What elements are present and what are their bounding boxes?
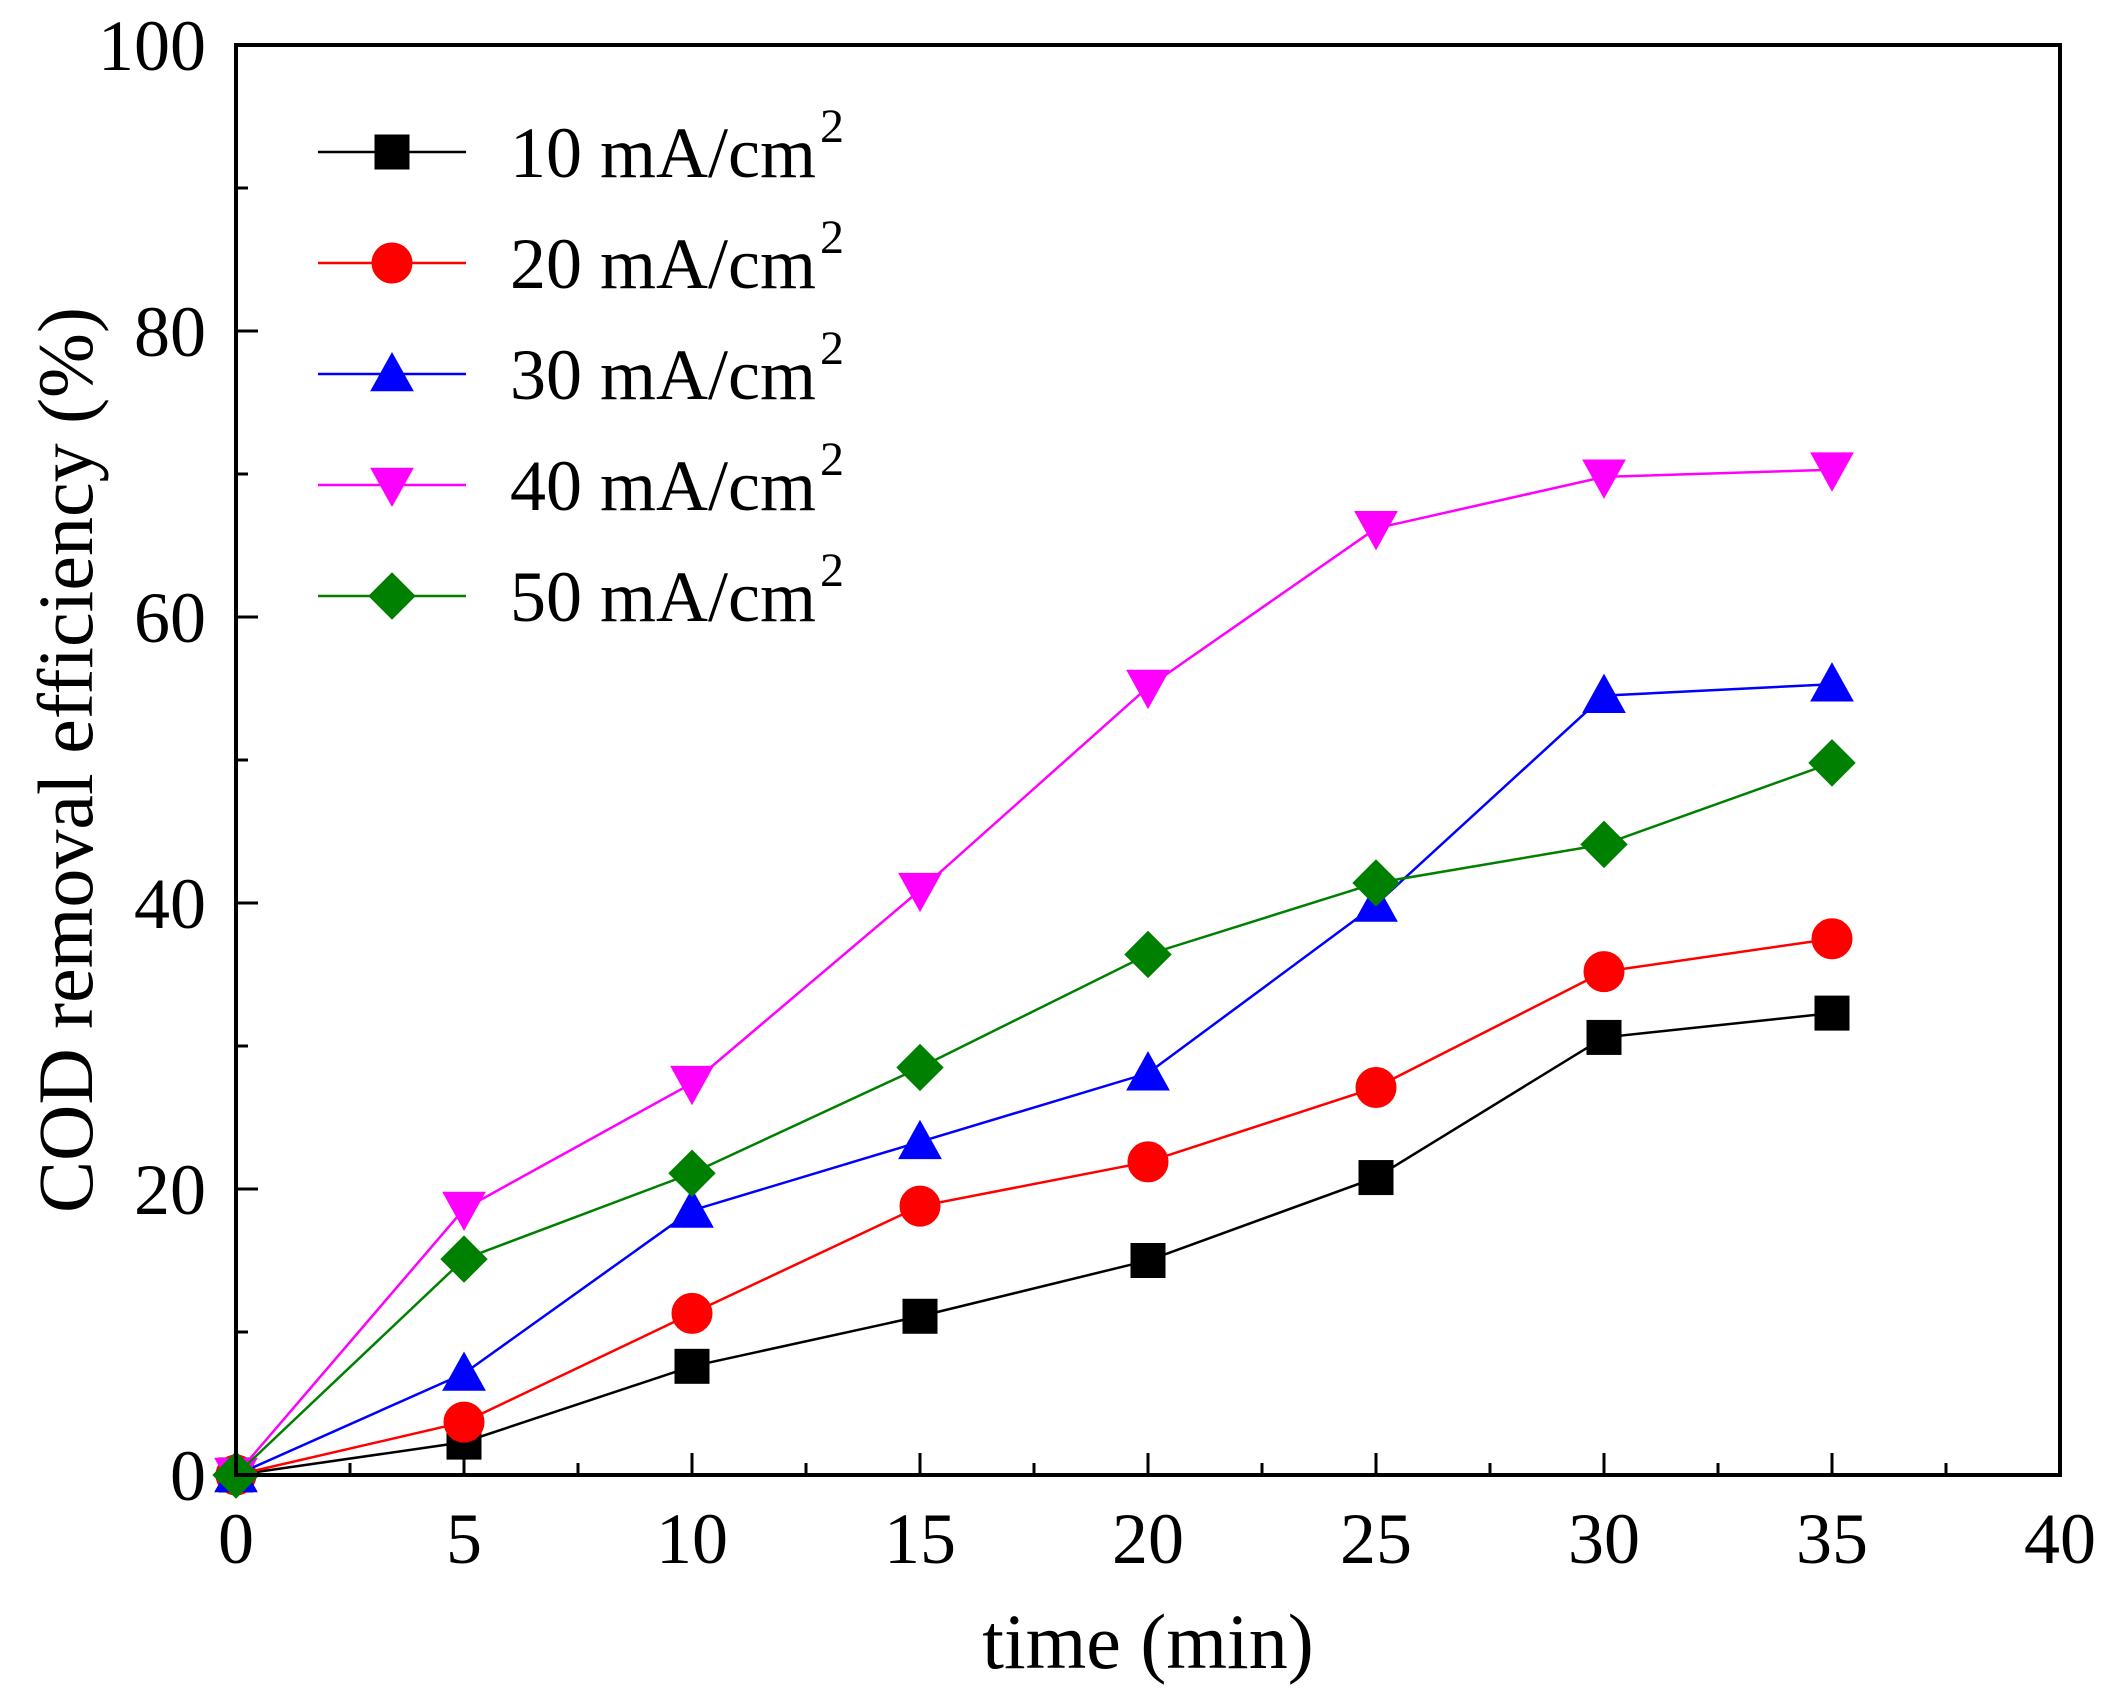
data-point (1582, 459, 1626, 499)
legend-label: 10 mA/cm (510, 113, 816, 193)
legend: 10 mA/cm 220 mA/cm 230 mA/cm 240 mA/cm 250 m… (318, 100, 844, 637)
y-tick-label: 60 (134, 578, 206, 658)
data-point (1124, 930, 1172, 979)
data-point (443, 1401, 485, 1443)
series-5 (212, 739, 1856, 1499)
data-point (896, 1043, 944, 1092)
series-line (235, 761, 1833, 1476)
y-axis-title: COD removal efficiency (%) (22, 307, 109, 1213)
data-point (1352, 859, 1400, 907)
legend-item: 20 mA/cm 2 (318, 211, 844, 304)
legend-label-superscript: 2 (820, 100, 844, 153)
legend-marker (368, 572, 416, 620)
data-point (668, 1149, 716, 1197)
x-tick-label: 35 (1796, 1499, 1868, 1579)
y-tick-label: 20 (134, 1150, 206, 1230)
data-point (899, 1185, 941, 1227)
x-tick-label: 10 (656, 1499, 728, 1579)
data-point (898, 1119, 942, 1160)
x-tick-label: 15 (884, 1499, 956, 1579)
data-point (1810, 452, 1854, 492)
series-line (235, 937, 1833, 1477)
legend-label: 50 mA/cm (510, 557, 816, 637)
data-point (1126, 669, 1170, 710)
data-point (1808, 739, 1856, 787)
x-tick-label: 40 (2024, 1499, 2096, 1579)
data-point (1354, 511, 1398, 551)
series-line (235, 1011, 1833, 1477)
legend-label: 40 mA/cm (510, 446, 816, 526)
series-line (235, 468, 1833, 1476)
data-point (1586, 1019, 1622, 1055)
x-tick-label: 0 (218, 1499, 254, 1579)
legend-item: 50 mA/cm 2 (318, 544, 844, 637)
legend-label-superscript: 2 (820, 322, 844, 375)
legend-marker (371, 242, 413, 284)
y-tick-label: 0 (170, 1436, 206, 1516)
data-point (1814, 995, 1850, 1031)
legend-marker (370, 351, 414, 392)
data-point (1583, 951, 1625, 993)
legend-item: 10 mA/cm 2 (318, 100, 844, 193)
legend-label-superscript: 2 (820, 211, 844, 264)
data-point (1126, 1051, 1170, 1091)
x-tick-label: 20 (1112, 1499, 1184, 1579)
series-layer (212, 452, 1856, 1499)
data-point (902, 1298, 938, 1334)
y-tick-label: 100 (98, 6, 206, 86)
data-point (670, 1065, 714, 1106)
data-point (671, 1292, 713, 1334)
legend-label-superscript: 2 (820, 433, 844, 486)
y-tick-label: 80 (134, 292, 206, 372)
data-point (1130, 1243, 1166, 1278)
legend-label: 20 mA/cm (510, 224, 816, 304)
x-tick-label: 30 (1568, 1499, 1640, 1579)
data-point (670, 1188, 714, 1228)
data-point (1358, 1160, 1394, 1196)
data-point (440, 1235, 488, 1283)
data-point (442, 1191, 486, 1232)
legend-item: 30 mA/cm 2 (318, 322, 844, 415)
y-tick-label: 40 (134, 864, 206, 944)
data-point (1811, 918, 1853, 960)
series-3 (214, 662, 1854, 1493)
x-tick-label: 25 (1340, 1499, 1412, 1579)
legend-marker (370, 467, 414, 508)
x-tick-label: 5 (446, 1499, 482, 1579)
series-1 (218, 995, 1850, 1493)
legend-label: 30 mA/cm (510, 335, 816, 415)
data-point (898, 872, 942, 913)
legend-label-superscript: 2 (820, 544, 844, 597)
data-point (674, 1348, 710, 1384)
series-line (235, 682, 1833, 1477)
x-axis-title: time (min) (982, 1598, 1313, 1685)
data-point (1127, 1141, 1169, 1183)
legend-item: 40 mA/cm 2 (318, 433, 844, 526)
data-point (1580, 820, 1628, 869)
data-point (1810, 662, 1854, 702)
data-point (1582, 673, 1626, 713)
legend-marker (374, 134, 410, 170)
data-point (442, 1351, 486, 1391)
ticks-layer: 0 5 10 15 20 25 30 35 40 0 20 40 60 80 100 (98, 6, 2096, 1579)
data-point (1355, 1066, 1397, 1108)
